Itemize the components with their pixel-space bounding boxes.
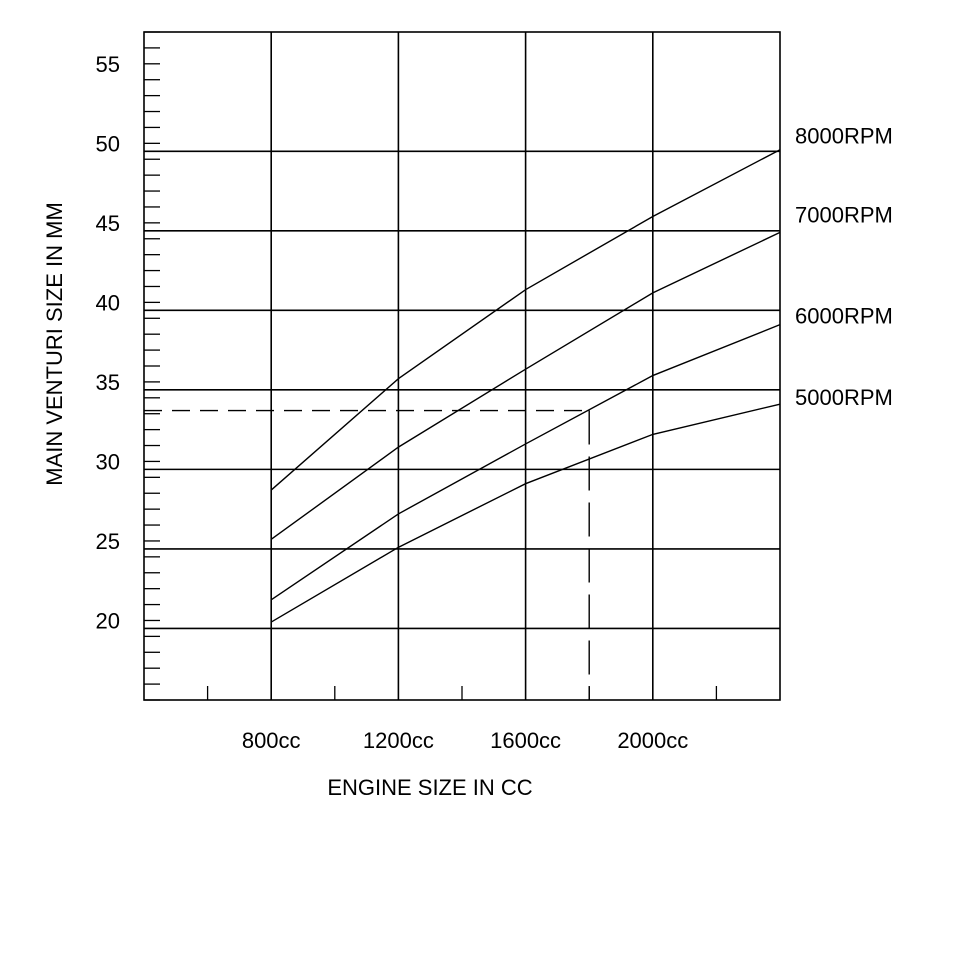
series-label-6000rpm: 6000RPM <box>795 304 893 329</box>
y-tick-labels: 20 25 30 35 40 45 50 55 <box>96 52 120 634</box>
reference-lines <box>144 409 590 700</box>
series-labels: 8000RPM 7000RPM 6000RPM 5000RPM <box>795 124 893 410</box>
series-label-5000rpm: 5000RPM <box>795 385 893 410</box>
series-line-8000rpm <box>270 149 781 491</box>
grid-lines <box>144 32 780 700</box>
plot-frame <box>143 31 781 701</box>
y-tick-label: 45 <box>96 211 120 236</box>
x-tick-labels: 800cc 1200cc 1600cc 2000cc <box>242 728 688 753</box>
series-label-8000rpm: 8000RPM <box>795 124 893 149</box>
x-tick-label: 800cc <box>242 728 301 753</box>
x-axis-label: ENGINE SIZE IN CC <box>327 775 532 800</box>
series-label-7000rpm: 7000RPM <box>795 202 893 227</box>
x-tick-label: 1600cc <box>490 728 561 753</box>
y-axis-label: MAIN VENTURI SIZE IN MM <box>42 202 67 486</box>
x-tick-label: 1200cc <box>363 728 434 753</box>
series-line-7000rpm <box>270 231 781 540</box>
series-lines <box>270 149 781 623</box>
y-tick-label: 30 <box>96 449 120 474</box>
series-line-6000rpm <box>270 323 781 601</box>
minor-ticks <box>144 31 718 701</box>
y-tick-label: 25 <box>96 529 120 554</box>
y-tick-label: 35 <box>96 370 120 395</box>
y-tick-label: 50 <box>96 131 120 156</box>
series-line-5000rpm <box>270 403 781 623</box>
y-tick-label: 40 <box>96 290 120 315</box>
x-tick-label: 2000cc <box>617 728 688 753</box>
y-tick-label: 55 <box>96 52 120 77</box>
y-tick-label: 20 <box>96 608 120 633</box>
